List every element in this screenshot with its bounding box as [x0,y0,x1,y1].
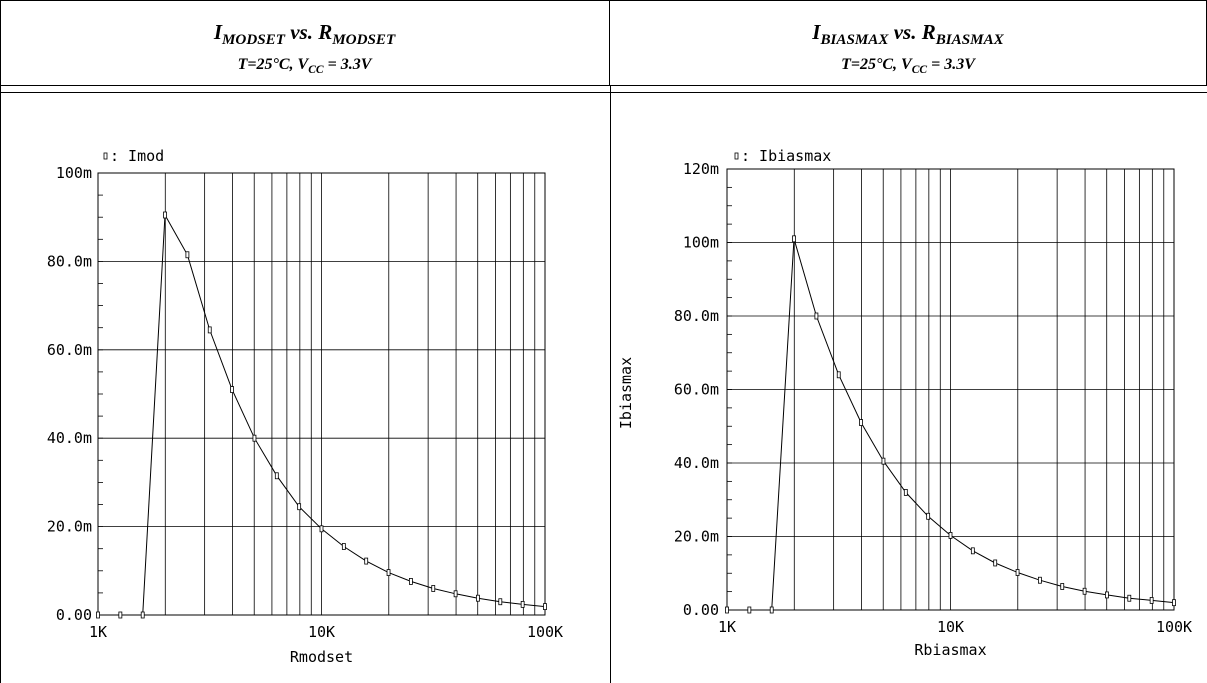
y-tick-label: 40.0m [47,429,92,447]
y-tick-label: 0.00 [56,606,92,624]
y-tick-label: 20.0m [47,518,92,536]
y-tick-label: 60.0m [47,341,92,359]
data-point [185,251,190,259]
data-point [1038,576,1042,584]
header-separator [0,92,1207,93]
panel-divider [610,86,611,683]
data-point [341,543,346,550]
cond-text: T=25°C, V [841,56,912,74]
cond-sub: CC [308,64,324,77]
chart-conditions-right: T=25°C, VCC = 3.3V [610,55,1206,80]
x-tick-label: 1K [89,623,107,641]
data-point [274,472,279,480]
title-sub: MODSET [222,32,285,49]
x-tick-label: 10K [937,618,964,636]
data-point [1015,569,1020,576]
y-tick-label: 120m [683,160,719,178]
chart-title-right: IBIASMAX vs. RBIASMAX [610,19,1206,53]
legend-marker [734,152,739,160]
data-point [769,606,774,614]
data-point [386,569,391,576]
data-point [520,600,525,608]
data-point [1127,594,1132,602]
data-point [297,503,302,511]
data-point [970,547,975,555]
title-sub2: MODSET [332,32,396,49]
y-tick-label: 80.0m [674,307,719,325]
title-vs: vs. R [888,20,936,44]
legend-label: : Imod [110,147,164,165]
data-point [163,211,167,219]
data-point [725,606,729,614]
title-sub: BIASMAX [820,32,889,49]
data-point [431,585,436,592]
data-point [252,434,257,442]
chart-conditions-left: T=25°C, VCC = 3.3V [0,55,609,80]
chart-title-left: IMODSET vs. RMODSET [0,19,609,53]
legend-label: : Ibiasmax [741,147,831,165]
y-axis-label: Ibiasmax [617,357,635,429]
data-point [747,606,752,614]
legend-marker [103,152,108,160]
data-point [814,312,819,320]
data-point [543,603,547,611]
data-point [1105,591,1109,599]
plot-area [97,172,546,616]
data-point [230,386,234,393]
y-tick-label: 100m [683,234,719,252]
title-main: I [812,20,821,44]
data-point [1060,583,1065,590]
data-point [836,371,841,379]
data-point [498,598,503,606]
data-point [792,235,796,243]
data-point [1172,599,1176,607]
x-tick-label: 10K [308,623,335,641]
data-point [409,578,413,585]
x-axis-label: Rmodset [290,648,353,666]
data-point [1082,587,1087,595]
y-tick-label: 20.0m [674,528,719,546]
data-point [364,557,369,565]
x-tick-label: 1K [718,618,736,636]
data-point [140,611,145,619]
data-point [476,594,480,602]
title-main: I [213,20,222,44]
y-tick-label: 60.0m [674,381,719,399]
title-vs: vs. R [284,20,333,44]
plot-area [726,168,1175,611]
title-sub2: BIASMAX [935,32,1004,49]
chart-header-left: IMODSET vs. RMODSET T=25°C, VCC = 3.3V [0,0,610,86]
data-point [926,512,931,520]
y-tick-label: 40.0m [674,454,719,472]
y-tick-label: 100m [56,164,92,182]
cond-sub: CC [911,64,928,77]
y-tick-label: 0.00 [683,601,719,619]
data-point [948,531,953,539]
data-point [118,611,123,619]
x-tick-label: 100K [1156,618,1192,636]
chart-ibiasmax-vs-rbiasmax: 0.00 20.0m 40.0m 60.0m 80.0m 100m 120m 1K 10K 100… [617,147,1192,659]
data-point [881,457,886,465]
data-point [207,326,212,334]
cond-text: T=25°C, V [237,56,309,74]
chart-imod-vs-rmodset: 0.00 20.0m 40.0m 60.0m 80.0m 100m 1K 10K 100K Rmo… [47,147,563,666]
cond-tail: = 3.3V [323,56,372,74]
x-tick-label: 100K [527,623,563,641]
data-point [1149,597,1154,604]
data-point [993,559,998,567]
cond-tail: = 3.3V [927,56,975,74]
data-point [96,611,100,619]
data-point [859,419,863,426]
data-point [903,488,908,496]
data-point [453,590,458,598]
x-axis-label: Rbiasmax [914,641,986,659]
chart-header-right: IBIASMAX vs. RBIASMAX T=25°C, VCC = 3.3V [610,0,1207,86]
y-tick-label: 80.0m [47,252,92,270]
data-point [319,525,324,533]
